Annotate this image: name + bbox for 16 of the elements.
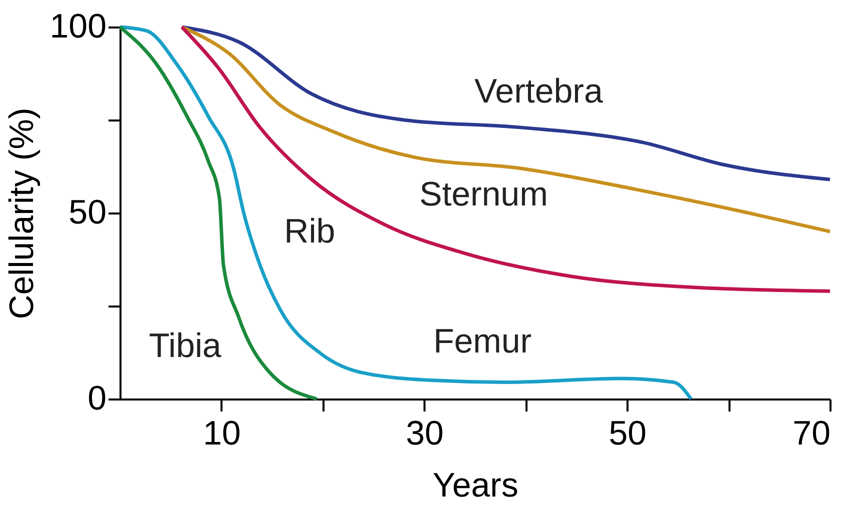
x-tick-label: 50 bbox=[608, 414, 647, 452]
line-series bbox=[180, 25, 832, 182]
annotation: Sternum bbox=[419, 175, 548, 214]
x-tick-label: 10 bbox=[203, 414, 241, 452]
y-tick-label: 100 bbox=[50, 8, 106, 46]
annotation: Tibia bbox=[148, 326, 222, 365]
y-tick-label: 50 bbox=[68, 194, 106, 232]
annotation: Rib bbox=[284, 212, 336, 251]
x-tick-label: 70 bbox=[792, 414, 830, 452]
x-tick-label: 30 bbox=[406, 414, 444, 452]
line-series bbox=[180, 25, 832, 293]
annotation: Vertebra bbox=[474, 72, 603, 110]
y-tick-label: 0 bbox=[88, 380, 106, 418]
annotation: Femur bbox=[433, 322, 532, 360]
y-axis-title: Cellularity (%) bbox=[2, 108, 41, 320]
x-axis-title: Years bbox=[432, 466, 518, 504]
